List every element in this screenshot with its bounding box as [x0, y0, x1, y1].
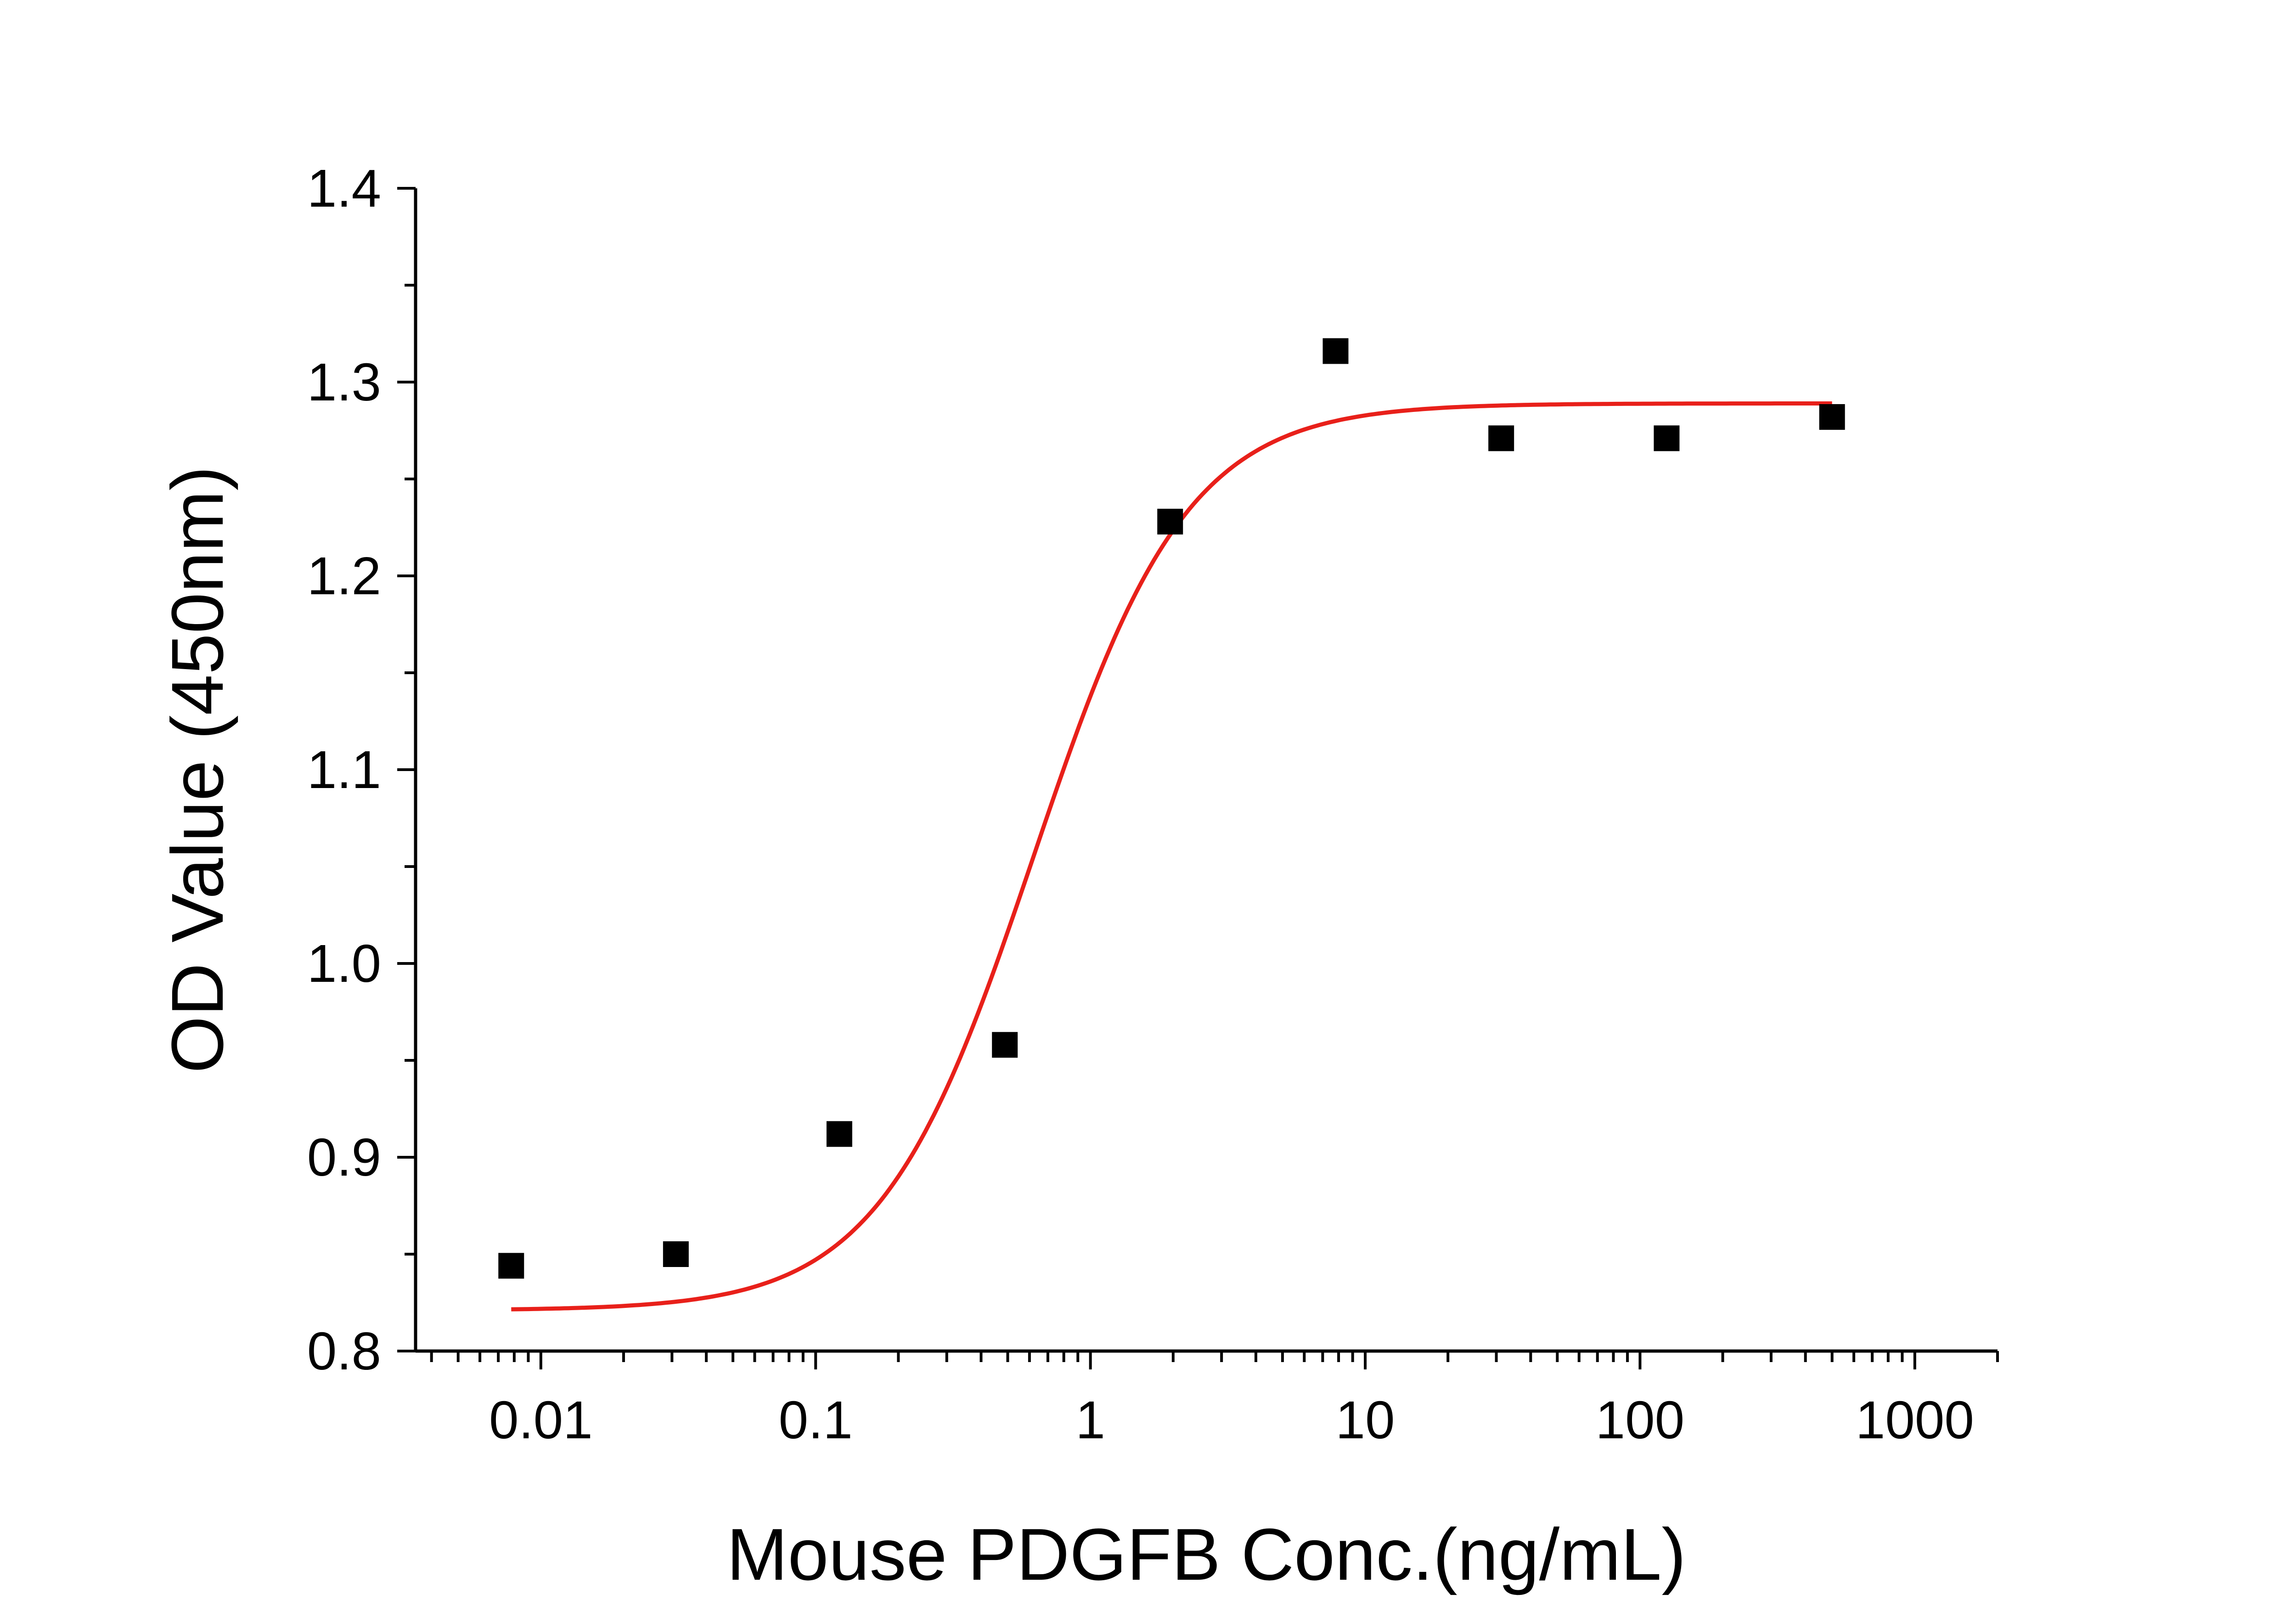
y-tick-label: 0.9	[307, 1127, 381, 1187]
data-point	[1488, 425, 1514, 451]
x-tick-label: 1	[1075, 1390, 1105, 1450]
data-point	[826, 1121, 852, 1147]
data-point	[663, 1241, 689, 1267]
data-point	[1819, 404, 1845, 430]
x-tick-label: 0.01	[489, 1390, 593, 1450]
x-tick-label: 100	[1596, 1390, 1685, 1450]
y-tick-label: 0.8	[307, 1321, 381, 1381]
x-tick-label: 10	[1336, 1390, 1395, 1450]
x-tick-label: 1000	[1856, 1390, 1974, 1450]
data-point	[1654, 425, 1680, 451]
x-ticks: 0.01 0.1 1 10 100 1000	[430, 1351, 1999, 1450]
fit-curve	[511, 401, 1832, 1312]
y-tick-label: 1.4	[307, 158, 381, 218]
data-point	[1157, 508, 1183, 535]
plot-area: 0.8 0.9 1.0 1.1 1.2 1.3 1.4 0.01 0.1 1 10 100 1000	[307, 158, 1999, 1450]
x-tick-label: 0.1	[779, 1390, 853, 1450]
y-tick-label: 1.2	[307, 546, 381, 606]
x-axis-title: Mouse PDGFB Conc.(ng/mL)	[726, 1513, 1686, 1595]
data-points	[498, 338, 1845, 1279]
y-axis-title: OD Value (450nm)	[156, 466, 238, 1073]
y-tick-label: 1.3	[307, 352, 381, 412]
y-tick-label: 1.1	[307, 740, 381, 800]
y-ticks: 0.8 0.9 1.0 1.1 1.2 1.3 1.4	[307, 158, 416, 1381]
data-point	[498, 1253, 524, 1279]
data-point	[992, 1032, 1018, 1058]
y-tick-label: 1.0	[307, 934, 381, 993]
data-point	[1322, 338, 1349, 364]
